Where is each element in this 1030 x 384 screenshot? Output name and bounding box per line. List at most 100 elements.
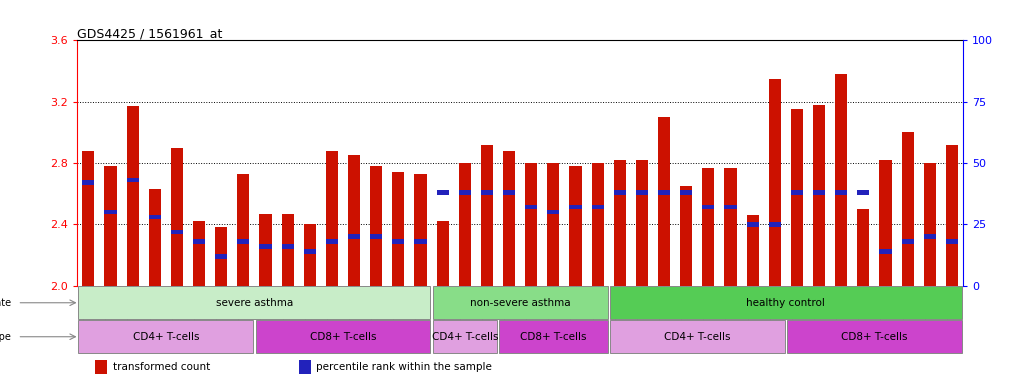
Bar: [724, 205, 736, 209]
Bar: [787, 320, 962, 353]
Bar: [636, 190, 648, 195]
Bar: [924, 235, 936, 239]
Bar: [614, 160, 626, 286]
Bar: [281, 244, 294, 249]
Bar: [82, 180, 95, 185]
Bar: [171, 230, 183, 234]
Bar: [104, 210, 116, 214]
Bar: [148, 215, 161, 219]
Bar: [946, 239, 958, 244]
Bar: [193, 221, 205, 286]
Bar: [500, 320, 608, 353]
Bar: [547, 210, 559, 214]
Bar: [610, 286, 962, 319]
Text: CD8+ T-cells: CD8+ T-cells: [310, 332, 376, 342]
Bar: [348, 235, 360, 239]
Bar: [414, 239, 426, 244]
Bar: [433, 286, 608, 319]
Bar: [481, 190, 493, 195]
Bar: [104, 166, 116, 286]
Bar: [299, 360, 311, 374]
Bar: [458, 163, 471, 286]
Bar: [193, 239, 205, 244]
Bar: [570, 205, 582, 209]
Bar: [437, 190, 449, 195]
Bar: [392, 172, 405, 286]
Text: disease state: disease state: [0, 298, 10, 308]
Bar: [503, 151, 515, 286]
Bar: [95, 360, 107, 374]
Text: GDS4425 / 1561961_at: GDS4425 / 1561961_at: [77, 27, 222, 40]
Bar: [791, 190, 803, 195]
Bar: [702, 205, 715, 209]
Bar: [525, 205, 538, 209]
Bar: [370, 166, 382, 286]
Bar: [813, 105, 825, 286]
Bar: [857, 209, 869, 286]
Text: CD4+ T-cells: CD4+ T-cells: [664, 332, 730, 342]
Text: transformed count: transformed count: [112, 362, 210, 372]
Bar: [768, 79, 781, 286]
Bar: [924, 163, 936, 286]
Text: severe asthma: severe asthma: [216, 298, 294, 308]
Text: CD8+ T-cells: CD8+ T-cells: [842, 332, 907, 342]
Text: CD8+ T-cells: CD8+ T-cells: [520, 332, 587, 342]
Bar: [127, 178, 139, 182]
Bar: [260, 214, 272, 286]
Bar: [525, 163, 538, 286]
Bar: [148, 189, 161, 286]
Bar: [458, 190, 471, 195]
Text: CD4+ T-cells: CD4+ T-cells: [432, 332, 499, 342]
Bar: [325, 151, 338, 286]
Bar: [215, 254, 228, 258]
Text: CD4+ T-cells: CD4+ T-cells: [133, 332, 199, 342]
Bar: [215, 227, 228, 286]
Bar: [82, 151, 95, 286]
Bar: [658, 190, 671, 195]
Bar: [747, 215, 759, 286]
Bar: [880, 160, 892, 286]
Bar: [610, 320, 785, 353]
Bar: [791, 109, 803, 286]
Bar: [835, 74, 848, 286]
Bar: [901, 132, 914, 286]
Bar: [237, 174, 249, 286]
Bar: [78, 286, 431, 319]
Text: percentile rank within the sample: percentile rank within the sample: [316, 362, 492, 372]
Bar: [591, 163, 604, 286]
Bar: [392, 239, 405, 244]
Bar: [433, 320, 496, 353]
Bar: [614, 190, 626, 195]
Bar: [570, 166, 582, 286]
Bar: [658, 117, 671, 286]
Bar: [636, 160, 648, 286]
Bar: [281, 214, 294, 286]
Bar: [901, 239, 914, 244]
Bar: [255, 320, 431, 353]
Bar: [304, 224, 316, 286]
Bar: [503, 190, 515, 195]
Text: cell type: cell type: [0, 332, 10, 342]
Bar: [813, 190, 825, 195]
Bar: [591, 205, 604, 209]
Bar: [680, 190, 692, 195]
Bar: [724, 168, 736, 286]
Bar: [325, 239, 338, 244]
Bar: [437, 221, 449, 286]
Text: healthy control: healthy control: [747, 298, 825, 308]
Bar: [547, 163, 559, 286]
Bar: [127, 106, 139, 286]
Bar: [304, 249, 316, 253]
Bar: [880, 249, 892, 253]
Bar: [414, 174, 426, 286]
Bar: [768, 222, 781, 227]
Bar: [680, 186, 692, 286]
Bar: [857, 190, 869, 195]
Bar: [946, 145, 958, 286]
Bar: [260, 244, 272, 249]
Bar: [171, 148, 183, 286]
Bar: [747, 222, 759, 227]
Text: non-severe asthma: non-severe asthma: [470, 298, 571, 308]
Bar: [348, 156, 360, 286]
Bar: [78, 320, 253, 353]
